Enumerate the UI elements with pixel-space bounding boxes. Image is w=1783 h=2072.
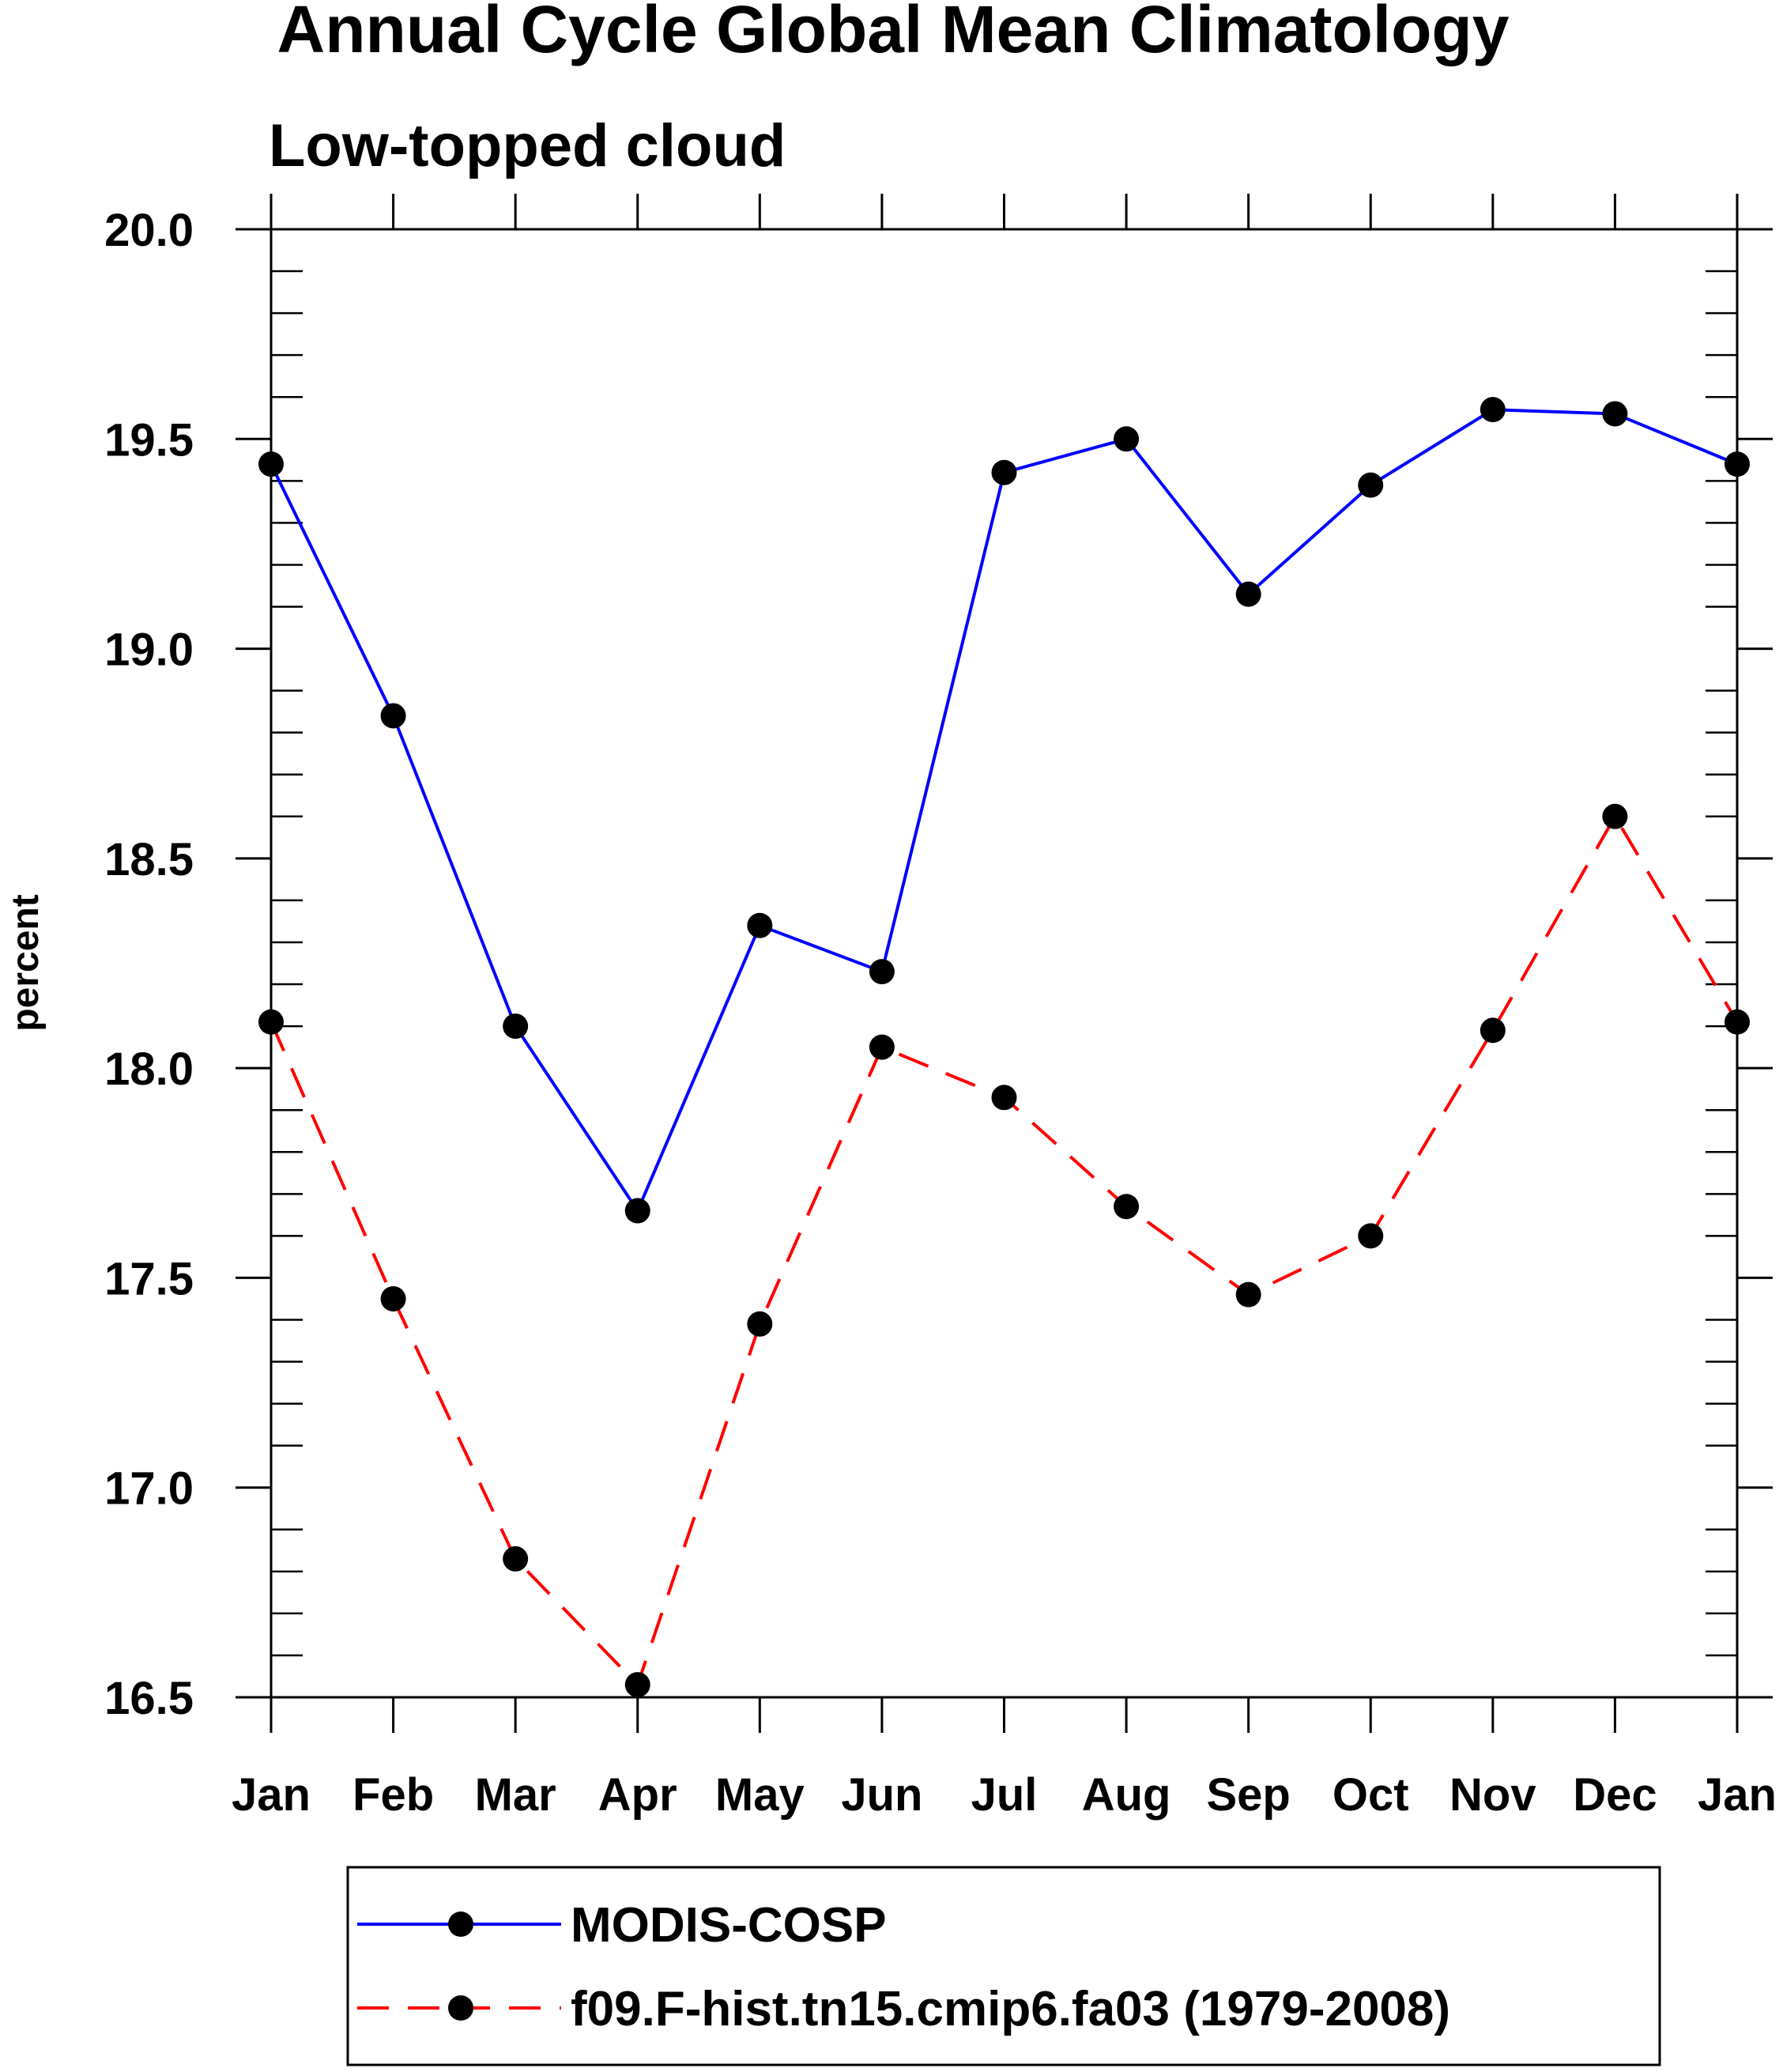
data-point bbox=[1480, 1017, 1506, 1044]
x-tick-label: Sep bbox=[1206, 1769, 1290, 1821]
series-line-2 bbox=[270, 813, 1739, 1688]
y-tick-label: 18.0 bbox=[104, 1044, 194, 1095]
x-tick-label: Oct bbox=[1333, 1769, 1409, 1821]
series-markers bbox=[258, 397, 1750, 1698]
y-tick-label: 16.5 bbox=[104, 1673, 194, 1724]
data-point bbox=[1725, 451, 1750, 477]
data-point bbox=[258, 451, 284, 477]
data-point bbox=[1725, 1009, 1750, 1035]
x-tick-label: Mar bbox=[475, 1769, 556, 1821]
data-point bbox=[991, 1085, 1017, 1111]
y-axis-label: percent bbox=[5, 894, 47, 1031]
x-tick-label: Jan bbox=[232, 1769, 311, 1821]
legend-label-2: f09.F-hist.tn15.cmip6.fa03 (1979-2008) bbox=[571, 1982, 1450, 2036]
data-point bbox=[991, 459, 1017, 485]
data-point bbox=[1235, 581, 1261, 607]
y-tick-label: 18.5 bbox=[104, 834, 194, 885]
legend-label-1: MODIS-COSP bbox=[571, 1898, 887, 1953]
chart-subtitle: Low-topped cloud bbox=[269, 112, 786, 179]
x-tick-label: Feb bbox=[352, 1769, 434, 1821]
x-tick-label: Jul bbox=[971, 1769, 1038, 1821]
data-point bbox=[1602, 803, 1628, 829]
x-tick-label: Apr bbox=[598, 1769, 677, 1821]
data-point bbox=[747, 1311, 773, 1337]
data-point bbox=[1114, 1194, 1140, 1220]
series-lines bbox=[270, 408, 1739, 1688]
data-point bbox=[1602, 401, 1628, 427]
x-tick-label: Aug bbox=[1082, 1769, 1171, 1821]
data-point bbox=[747, 912, 773, 938]
y-tick-label: 20.0 bbox=[104, 205, 194, 256]
data-point bbox=[1235, 1281, 1261, 1308]
data-point bbox=[1114, 426, 1140, 452]
x-tick-label: May bbox=[715, 1769, 805, 1821]
y-tick-label: 17.5 bbox=[104, 1253, 194, 1304]
data-point bbox=[380, 1285, 406, 1312]
data-point bbox=[1480, 397, 1506, 423]
legend-box bbox=[346, 1866, 1661, 2066]
legend: MODIS-COSP f09.F-hist.tn15.cmip6.fa03 (19… bbox=[346, 1866, 1661, 2066]
data-point bbox=[503, 1013, 529, 1040]
chart-title: Annual Cycle Global Mean Climatology bbox=[277, 0, 1510, 66]
x-tick-label: Jan bbox=[1698, 1769, 1777, 1821]
data-point bbox=[869, 959, 895, 985]
data-point bbox=[869, 1034, 895, 1060]
x-tick-label: Nov bbox=[1449, 1769, 1536, 1821]
x-tick-label: Dec bbox=[1573, 1769, 1657, 1821]
legend-marker bbox=[448, 1912, 473, 1937]
axes: 16.5 17.0 17.5 18.0 18.5 19.0 19.5 20.0 Jan Feb Ma… bbox=[104, 194, 1777, 1821]
data-point bbox=[258, 1009, 284, 1035]
y-tick-label: 19.5 bbox=[104, 414, 194, 466]
data-point bbox=[1358, 472, 1384, 498]
data-point bbox=[1358, 1223, 1384, 1249]
y-tick-label: 19.0 bbox=[104, 625, 194, 676]
x-tick-label: Jun bbox=[841, 1769, 922, 1821]
data-point bbox=[503, 1546, 529, 1572]
data-point bbox=[380, 703, 406, 729]
data-point bbox=[624, 1198, 650, 1224]
y-tick-label: 17.0 bbox=[104, 1463, 194, 1515]
data-point bbox=[624, 1672, 650, 1698]
legend-marker bbox=[448, 1995, 473, 2021]
